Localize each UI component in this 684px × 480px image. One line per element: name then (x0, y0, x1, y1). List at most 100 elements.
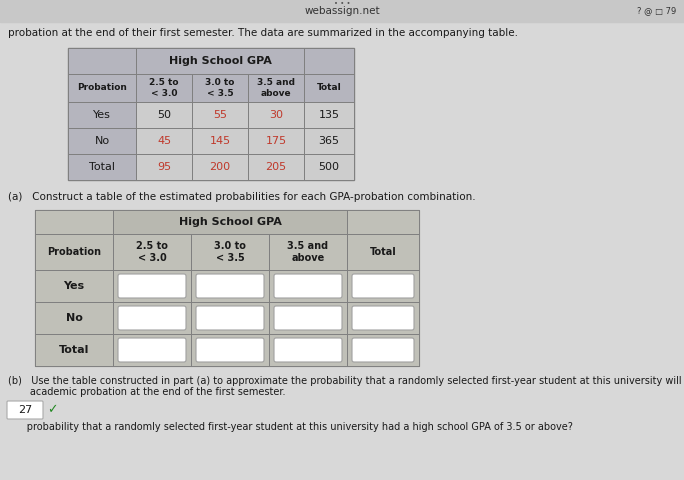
FancyBboxPatch shape (118, 274, 186, 298)
Bar (347, 271, 419, 301)
Text: Probation: Probation (77, 84, 127, 93)
Text: Total: Total (369, 247, 396, 257)
Text: 50: 50 (157, 110, 171, 120)
Text: Yes: Yes (93, 110, 111, 120)
Text: Total: Total (317, 84, 341, 93)
FancyBboxPatch shape (118, 338, 186, 362)
Bar (269, 335, 347, 365)
Bar (304, 48, 354, 73)
Bar (114, 302, 191, 334)
Bar (68, 103, 135, 128)
Text: probation at the end of their first semester. The data are summarized in the acc: probation at the end of their first seme… (8, 28, 518, 38)
Text: High School GPA: High School GPA (179, 217, 281, 227)
Text: 3.0 to
< 3.5: 3.0 to < 3.5 (214, 241, 246, 263)
Text: 145: 145 (209, 136, 231, 146)
Bar (35, 210, 419, 366)
Bar (114, 335, 191, 365)
Text: 500: 500 (319, 162, 339, 172)
FancyBboxPatch shape (352, 306, 414, 330)
Bar (347, 335, 419, 365)
Bar (304, 103, 354, 128)
Bar (304, 129, 354, 154)
FancyBboxPatch shape (7, 401, 43, 419)
Bar (347, 302, 419, 334)
Bar (36, 211, 112, 233)
Bar (192, 74, 248, 101)
Text: probability that a randomly selected first-year student at this university had a: probability that a randomly selected fir… (8, 422, 573, 432)
Text: (b)   Use the table constructed in part (a) to approximate the probability that : (b) Use the table constructed in part (a… (8, 376, 684, 386)
Bar (36, 302, 112, 334)
Text: 3.5 and
above: 3.5 and above (287, 241, 328, 263)
Bar (68, 48, 354, 180)
Text: 3.5 and
above: 3.5 and above (257, 78, 295, 98)
Bar (304, 74, 354, 101)
Bar (248, 155, 304, 180)
Text: 2.5 to
< 3.0: 2.5 to < 3.0 (149, 78, 179, 98)
Bar (68, 74, 135, 101)
Text: 205: 205 (265, 162, 287, 172)
Bar (192, 271, 269, 301)
Text: • • •: • • • (334, 1, 350, 7)
Bar (248, 103, 304, 128)
Text: 45: 45 (157, 136, 171, 146)
Text: 175: 175 (265, 136, 287, 146)
Bar (68, 155, 135, 180)
Bar (114, 235, 191, 269)
Text: Yes: Yes (64, 281, 85, 291)
Bar (137, 74, 192, 101)
Bar (269, 302, 347, 334)
Text: 200: 200 (209, 162, 231, 172)
Bar (192, 235, 269, 269)
Bar (248, 129, 304, 154)
Text: academic probation at the end of the first semester.: academic probation at the end of the fir… (8, 387, 285, 397)
FancyBboxPatch shape (196, 338, 264, 362)
Text: 95: 95 (157, 162, 171, 172)
FancyBboxPatch shape (352, 274, 414, 298)
Bar (192, 335, 269, 365)
Bar (269, 235, 347, 269)
Text: Probation: Probation (47, 247, 101, 257)
Bar (36, 235, 112, 269)
Bar (192, 155, 248, 180)
Bar (192, 129, 248, 154)
Text: webassign.net: webassign.net (304, 6, 380, 16)
FancyBboxPatch shape (274, 274, 342, 298)
Bar (347, 211, 419, 233)
Text: ✓: ✓ (47, 404, 57, 417)
Text: No: No (94, 136, 109, 146)
Bar (269, 271, 347, 301)
Bar (68, 129, 135, 154)
Bar (0, 0, 684, 22)
FancyBboxPatch shape (196, 274, 264, 298)
Text: No: No (66, 313, 83, 323)
Text: 3.0 to
< 3.5: 3.0 to < 3.5 (205, 78, 235, 98)
Text: Total: Total (59, 345, 89, 355)
Bar (114, 211, 347, 233)
Bar (68, 48, 135, 73)
FancyBboxPatch shape (196, 306, 264, 330)
Bar (36, 271, 112, 301)
Text: High School GPA: High School GPA (168, 56, 272, 66)
FancyBboxPatch shape (274, 306, 342, 330)
Text: 55: 55 (213, 110, 227, 120)
Text: 27: 27 (18, 405, 32, 415)
Bar (347, 235, 419, 269)
Bar (114, 271, 191, 301)
Bar (137, 155, 192, 180)
Text: Total: Total (89, 162, 115, 172)
Text: ? @ □ 79: ? @ □ 79 (637, 7, 676, 15)
Bar (137, 129, 192, 154)
FancyBboxPatch shape (352, 338, 414, 362)
Bar (192, 302, 269, 334)
Text: 30: 30 (269, 110, 283, 120)
Text: 2.5 to
< 3.0: 2.5 to < 3.0 (136, 241, 168, 263)
Bar (36, 335, 112, 365)
Text: (a)   Construct a table of the estimated probabilities for each GPA-probation co: (a) Construct a table of the estimated p… (8, 192, 475, 202)
FancyBboxPatch shape (274, 338, 342, 362)
Bar (248, 74, 304, 101)
Text: 135: 135 (319, 110, 339, 120)
FancyBboxPatch shape (118, 306, 186, 330)
Bar (137, 48, 304, 73)
Text: 365: 365 (319, 136, 339, 146)
Bar (192, 103, 248, 128)
